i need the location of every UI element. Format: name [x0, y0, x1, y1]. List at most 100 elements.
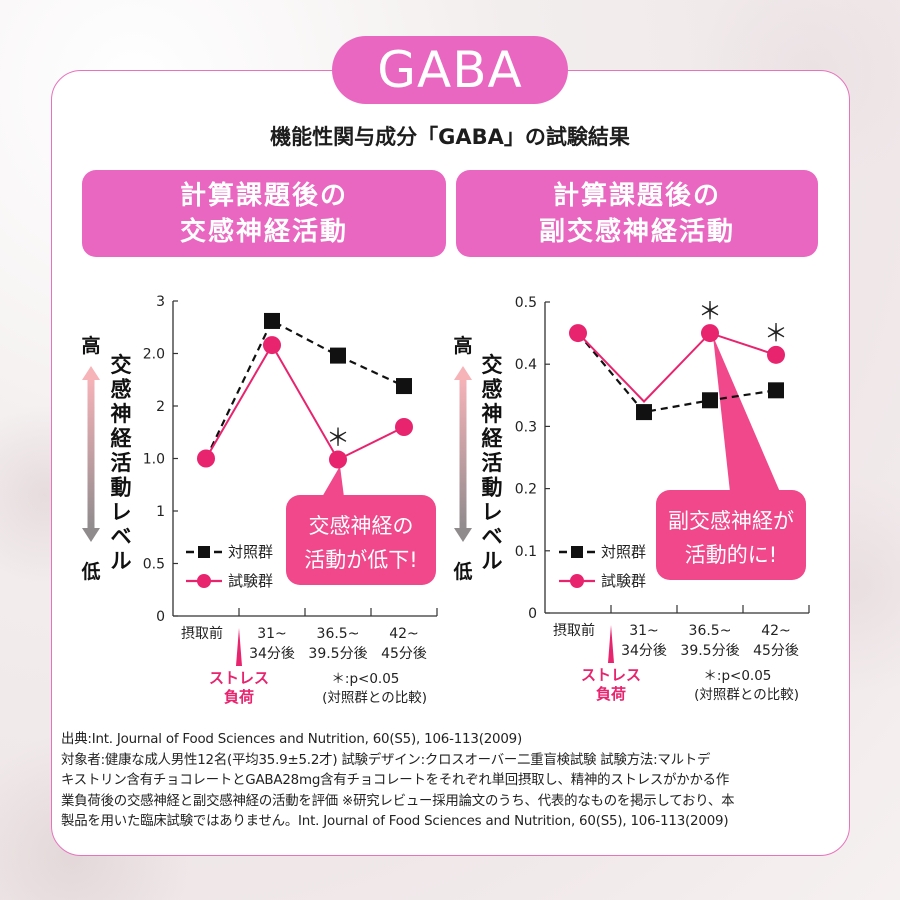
y-tick-label: 0.1: [515, 544, 537, 560]
y-tick-label: 1: [156, 504, 165, 520]
legend-test-label: 試験群: [228, 572, 273, 590]
y-axis-label-char: 感: [111, 378, 132, 402]
high-label: 高: [453, 334, 472, 357]
y-axis-label-char: 感: [482, 378, 503, 402]
y-tick-label: 0: [528, 606, 537, 622]
y-tick-label: 0.2: [515, 482, 537, 498]
y-tick-label: 0.5: [515, 295, 537, 311]
y-axis-label-char: 神: [111, 402, 132, 426]
significance-note: ＊:p<0.05: [331, 671, 399, 687]
callout-text: 交感神経の: [309, 514, 414, 538]
y-axis-label-char: レ: [482, 500, 503, 524]
arrow-up-icon: [454, 366, 472, 380]
test-marker-circle-icon: [329, 450, 347, 469]
panel-title-line1: 計算課題後の: [552, 180, 721, 211]
stress-label: 負荷: [224, 688, 254, 706]
panel-title-parasympathetic: 計算課題後の 副交感神経活動: [456, 170, 818, 257]
stress-marker-icon: [608, 625, 614, 663]
stress-label: ストレス: [209, 669, 269, 687]
control-marker-square-icon: [768, 382, 784, 399]
significance-asterisk: ＊: [764, 319, 788, 347]
x-tick-label: 34分後: [249, 646, 295, 662]
gaba-badge: GABA: [332, 36, 568, 104]
footnote: 出典:Int. Journal of Food Sciences and Nut…: [61, 730, 841, 833]
legend-control-square-icon: [571, 546, 583, 558]
x-tick-label: 34分後: [621, 643, 667, 659]
chart-parasympathetic: 0 0.1 0.2 0.3 0.4 0.5 摂取前 31~ 34分後 36.5~ 39.5分後 42~…: [452, 295, 810, 703]
stress-label: 負荷: [596, 685, 626, 703]
y-axis-label-char: 交: [482, 353, 503, 377]
control-series-line: [205, 319, 405, 459]
y-axis-label-char: ル: [111, 549, 132, 573]
y-tick-label: 1.0: [143, 452, 165, 468]
y-axis-label-char: ベ: [111, 525, 132, 549]
x-tick-label: 39.5分後: [680, 643, 739, 659]
x-tick-label: 39.5分後: [308, 646, 367, 662]
low-label: 低: [452, 560, 472, 583]
significance-asterisk: ＊: [698, 297, 722, 325]
y-tick-label: 2.0: [143, 347, 165, 363]
y-axis-label-char: 活: [111, 451, 132, 475]
test-marker-circle-icon: [263, 336, 281, 355]
high-label: 高: [81, 334, 100, 357]
level-arrow-shaft: [459, 378, 467, 530]
y-axis-label-char: レ: [111, 500, 132, 524]
panel-title-line2: 副交感神経活動: [538, 216, 735, 247]
legend-control-label: 対照群: [601, 543, 646, 561]
panel-title-line1: 計算課題後の: [179, 180, 348, 211]
y-tick-label: 0.4: [515, 357, 537, 373]
y-axis-label-char: ベ: [482, 525, 503, 549]
arrow-down-icon: [82, 528, 100, 542]
y-tick-label: 0.3: [515, 419, 537, 435]
significance-note: ＊:p<0.05: [703, 668, 771, 684]
arrow-down-icon: [454, 528, 472, 542]
callout-text: 活動が低下!: [304, 548, 417, 572]
footnote-line: キストリン含有チョコレートとGABA28mg含有チョコレートをそれぞれ単回摂取し…: [61, 773, 730, 789]
significance-note: (対照群との比較): [694, 687, 799, 703]
callout-tail: [713, 336, 780, 492]
significance-note: (対照群との比較): [322, 690, 427, 706]
test-marker-circle-icon: [701, 324, 719, 343]
x-tick-label: 42~: [389, 626, 419, 642]
x-tick-label: 31~: [629, 623, 659, 639]
y-tick-label: 2: [156, 399, 165, 415]
control-marker-square-icon: [636, 404, 652, 421]
low-label: 低: [80, 560, 100, 583]
footnote-line: 業負荷後の交感神経と副交感神経の活動を評価 ※研究レビュー採用論文のうち、代表的…: [61, 793, 735, 809]
level-arrow-shaft: [87, 378, 95, 530]
y-axis-label-char: 経: [482, 427, 504, 451]
page-subtitle: 機能性関与成分「GABA」の試験結果: [270, 125, 630, 149]
y-axis-label-char: 動: [482, 476, 503, 500]
test-series-line: [205, 343, 405, 461]
legend-control-square-icon: [198, 546, 210, 558]
panel-title-sympathetic: 計算課題後の 交感神経活動: [82, 170, 446, 257]
legend-test-circle-icon: [197, 574, 211, 588]
legend-test-label: 試験群: [601, 572, 646, 590]
arrow-up-icon: [82, 366, 100, 380]
badge-text: GABA: [377, 41, 523, 99]
footnote-line: 対象者:健康な成人男性12名(平均35.9±5.2才) 試験デザイン:クロスオー…: [61, 752, 711, 768]
control-marker-square-icon: [702, 392, 718, 409]
control-marker-square-icon: [264, 312, 280, 329]
x-tick-label: 36.5~: [317, 626, 360, 642]
x-tick-label: 42~: [761, 623, 791, 639]
x-tick-label: 45分後: [753, 643, 799, 659]
footnote-line: 出典:Int. Journal of Food Sciences and Nut…: [61, 732, 523, 747]
x-tick-label: 36.5~: [689, 623, 732, 639]
y-tick-label: 0.5: [143, 557, 165, 573]
test-marker-circle-icon: [395, 418, 413, 436]
test-marker-circle-icon: [197, 449, 215, 468]
callout-text: 副交感神経が: [668, 509, 794, 533]
callout-bubble: [286, 495, 436, 585]
y-axis-label-char: 神: [482, 402, 503, 426]
x-tick-label: 摂取前: [553, 622, 595, 639]
stress-marker-icon: [236, 628, 242, 666]
callout-bubble: [656, 490, 806, 580]
y-axis-label-char: 経: [111, 427, 133, 451]
y-axis-label-char: ル: [482, 549, 503, 573]
y-axis-label-char: 動: [111, 476, 132, 500]
chart-sympathetic: 0 0.5 1 1.0 2 2.0 3 摂取前 31~ 34分後 36.5~ 39.5分後 42~ 45分…: [80, 294, 438, 706]
y-axis-label-char: 活: [482, 451, 503, 475]
test-marker-circle-icon: [569, 324, 587, 343]
